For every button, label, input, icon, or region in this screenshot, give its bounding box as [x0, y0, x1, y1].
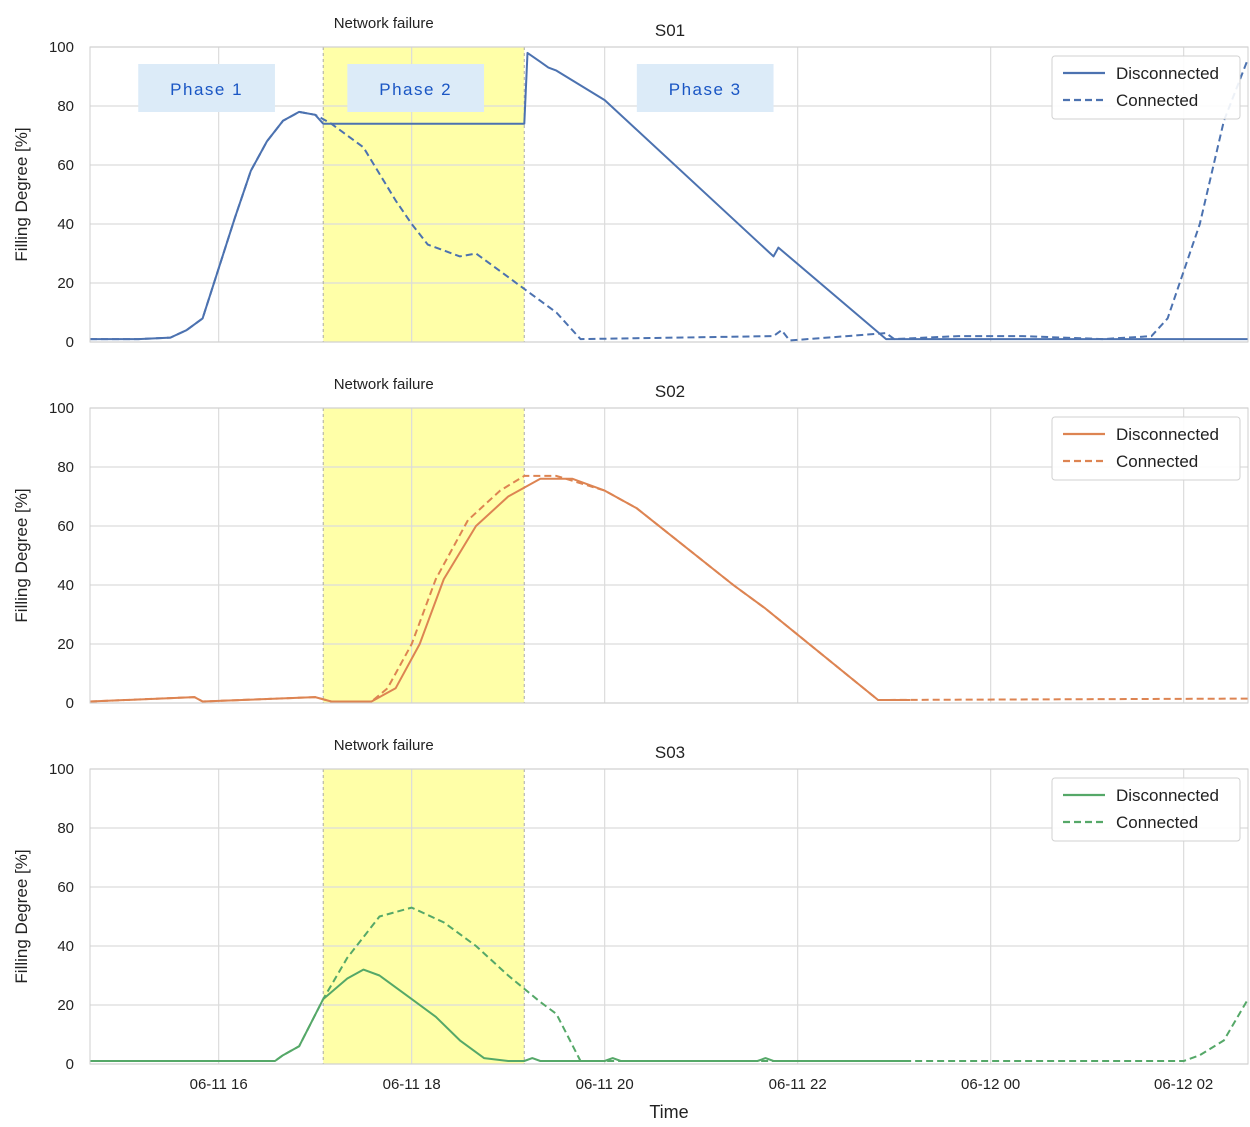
y-tick-label: 40 [57, 216, 74, 233]
legend-label: Disconnected [1116, 425, 1219, 444]
axes-frame [89, 46, 1249, 343]
x-tick-label: 06-11 16 [190, 1076, 248, 1093]
y-tick-label: 100 [49, 400, 74, 417]
y-axis-label: Filling Degree [%] [12, 488, 31, 622]
y-axis-label: Filling Degree [%] [12, 849, 31, 983]
legend-label: Connected [1116, 813, 1198, 832]
series-line-connected [90, 906, 1249, 1062]
phase-box [636, 64, 774, 112]
chart-title: S01 [655, 21, 685, 40]
legend-label: Connected [1116, 91, 1198, 110]
network-failure-label: Network failure [334, 15, 434, 32]
legend-label: Disconnected [1116, 786, 1219, 805]
y-tick-label: 60 [57, 518, 74, 535]
phase-label: Phase 2 [379, 80, 452, 99]
y-tick-label: 40 [57, 938, 74, 955]
y-tick-label: 20 [57, 275, 74, 292]
y-tick-label: 80 [57, 459, 74, 476]
y-tick-label: 60 [57, 157, 74, 174]
phase-label: Phase 1 [170, 80, 243, 99]
network-failure-region [323, 769, 525, 1064]
legend-box [1051, 416, 1241, 481]
y-tick-label: 80 [57, 820, 74, 837]
phase-label: Phase 3 [669, 80, 742, 99]
network-failure-label: Network failure [334, 737, 434, 754]
y-axis-label: Filling Degree [%] [12, 127, 31, 261]
axes-frame [89, 768, 1249, 1065]
x-tick-label: 06-11 20 [576, 1076, 634, 1093]
y-tick-label: 60 [57, 879, 74, 896]
x-tick-label: 06-11 18 [383, 1076, 441, 1093]
chart-title: S03 [655, 743, 685, 762]
y-tick-label: 100 [49, 39, 74, 56]
y-tick-label: 80 [57, 98, 74, 115]
y-tick-label: 20 [57, 997, 74, 1014]
x-tick-label: 06-11 22 [769, 1076, 827, 1093]
network-failure-label: Network failure [334, 376, 434, 393]
series-line-connected [89, 474, 1249, 703]
chart-title: S02 [655, 382, 685, 401]
legend-label: Connected [1116, 452, 1198, 471]
series-line-connected [90, 58, 1249, 342]
y-tick-label: 40 [57, 577, 74, 594]
legend-label: Disconnected [1116, 64, 1219, 83]
phase-box [138, 64, 275, 112]
x-tick-label: 06-12 00 [961, 1076, 1020, 1093]
x-axis-label: Time [649, 1102, 688, 1122]
y-tick-label: 0 [66, 334, 74, 351]
y-tick-label: 0 [66, 1056, 74, 1073]
x-tick-label: 06-12 02 [1154, 1076, 1213, 1093]
phase-box [347, 64, 485, 112]
legend-box [1051, 777, 1241, 842]
y-tick-label: 0 [66, 695, 74, 712]
axes-frame [89, 407, 1249, 704]
network-failure-region [323, 408, 525, 703]
y-tick-label: 100 [49, 761, 74, 778]
legend-box [1051, 55, 1241, 120]
y-tick-label: 20 [57, 636, 74, 653]
